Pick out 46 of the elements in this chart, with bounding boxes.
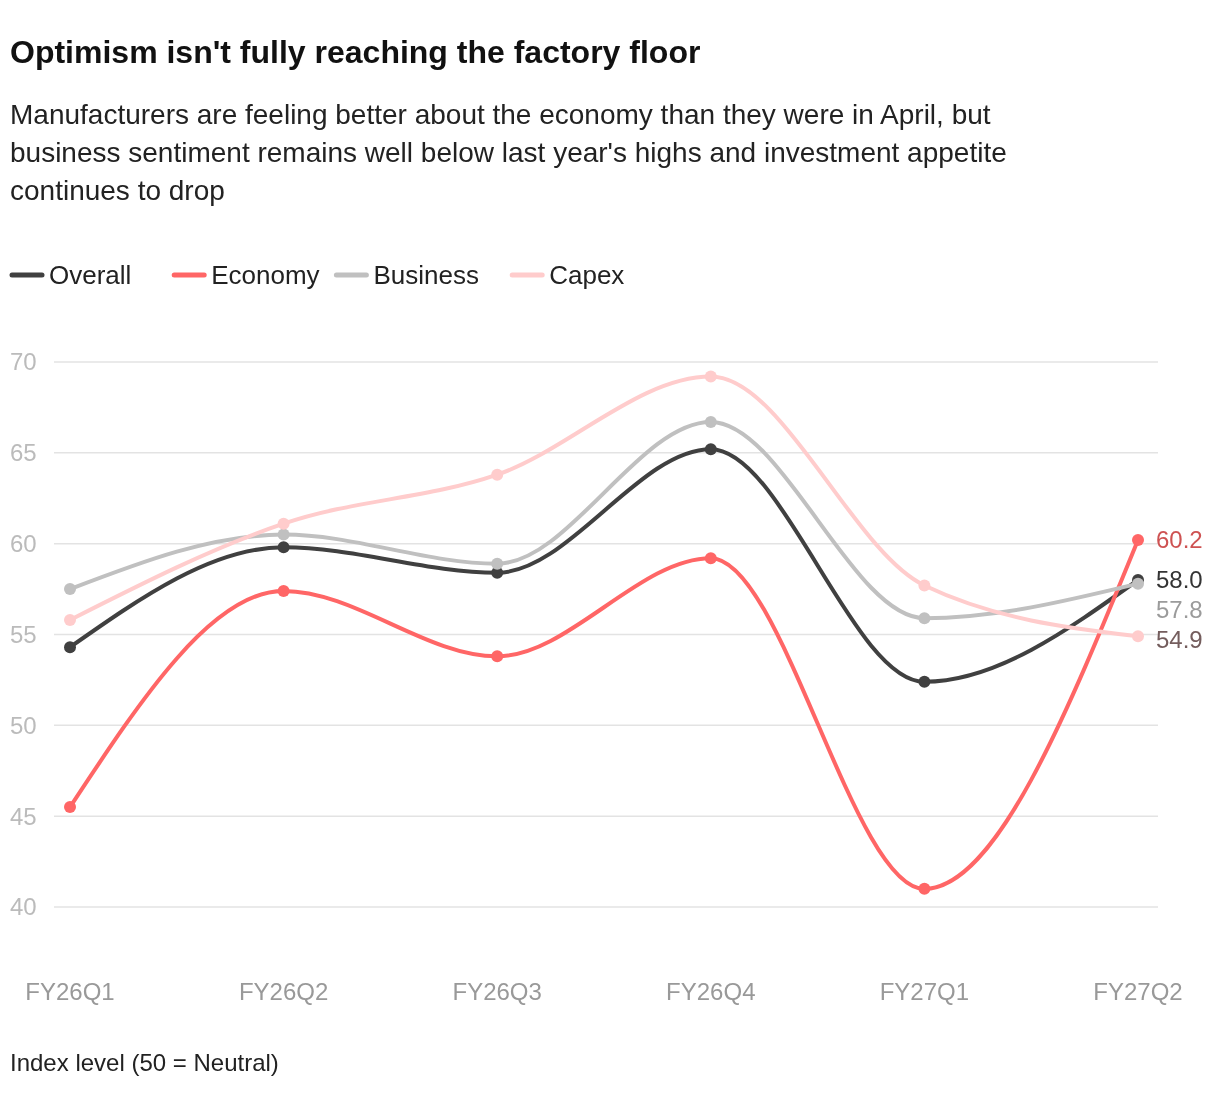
data-label: 60.2 [1156,526,1203,554]
x-tick-label: FY26Q2 [238,978,329,1005]
point [277,584,290,597]
chart-subtitle: Manufacturers are feeling better about the economy than they were in April, but business sentiment remains well below last year's highs and investment appetite continues to drop [10,99,1007,206]
point [704,443,717,456]
point [277,528,290,541]
y-tick-label: 40 [10,893,37,921]
y-tick-label: 55 [10,620,37,648]
y-tick-label: 50 [10,711,37,739]
point [918,675,931,688]
x-tick-label: FY27Q2 [1093,978,1183,1005]
point [491,557,504,570]
x-tick-label: FY27Q1 [879,978,970,1005]
y-tick-label: 65 [10,439,37,467]
data-label: 57.8 [1156,596,1203,624]
text: Index level (50 = Neutral) [10,1049,279,1076]
point [704,552,717,565]
y-tick-label: 70 [10,348,37,376]
y-tick-label: 60 [10,530,37,558]
point [1132,630,1144,643]
data-label: 54.9 [1156,626,1203,654]
point [704,415,717,428]
legend-label: Economy [211,260,320,291]
point [491,468,504,481]
chart-title: Optimism isn't fully reaching the factory floor [10,34,701,70]
y-tick-label: 45 [10,802,37,830]
legend-label: Business [373,260,479,291]
point [491,650,504,663]
point [918,579,931,592]
point [64,583,76,596]
point [918,882,931,895]
point [64,801,76,814]
x-tick-label: FY26Q4 [666,978,756,1005]
point [704,370,717,383]
point [918,612,931,625]
point [1132,577,1144,590]
point [1132,534,1144,547]
point [64,613,76,626]
point [277,541,290,554]
data-label: 58.0 [1156,566,1203,594]
legend-label: Capex [549,260,625,291]
point [64,641,76,654]
x-tick-label: FY26Q3 [452,978,542,1005]
legend-label: Overall [49,260,132,291]
x-tick-label: FY26Q1 [25,978,115,1005]
point [277,517,290,530]
